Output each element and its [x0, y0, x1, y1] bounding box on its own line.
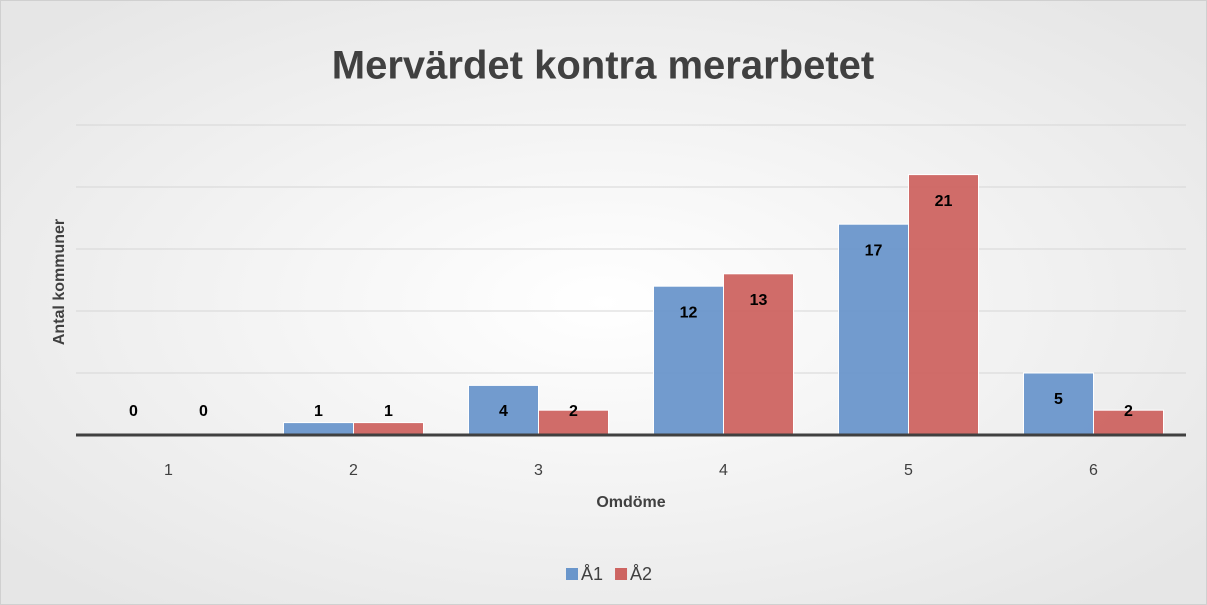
bar	[908, 174, 979, 436]
bar	[538, 409, 609, 436]
bar	[1023, 372, 1094, 436]
legend-label: Å1	[581, 564, 603, 584]
data-label: 0	[129, 403, 138, 420]
x-tick-label: 2	[349, 462, 358, 479]
data-label: 2	[569, 403, 578, 420]
legend-label: Å2	[630, 564, 652, 584]
data-label: 5	[1054, 391, 1063, 408]
data-label: 2	[1124, 403, 1133, 420]
data-label: 1	[384, 403, 393, 420]
x-tick-label: 3	[534, 462, 543, 479]
data-label: 12	[680, 304, 698, 321]
bar	[283, 422, 354, 436]
bar	[723, 273, 794, 436]
x-tick-label: 1	[164, 462, 173, 479]
x-tick-label: 5	[904, 462, 913, 479]
bar	[838, 223, 909, 436]
bar	[1093, 409, 1164, 436]
data-label: 4	[499, 403, 508, 420]
data-label: 1	[314, 403, 323, 420]
chart-title: Mervärdet kontra merarbetet	[332, 44, 874, 88]
x-tick-label: 4	[719, 462, 728, 479]
x-axis-label: Omdöme	[596, 494, 665, 511]
legend-swatch	[615, 568, 628, 580]
y-axis-label: Antal kommuner	[51, 219, 68, 345]
bar	[353, 422, 424, 436]
data-label: 0	[199, 403, 208, 420]
x-tick-label: 6	[1089, 462, 1098, 479]
legend-swatch	[566, 568, 578, 580]
data-label: 21	[935, 193, 953, 210]
data-label: 13	[750, 292, 768, 309]
data-label: 17	[865, 242, 883, 259]
